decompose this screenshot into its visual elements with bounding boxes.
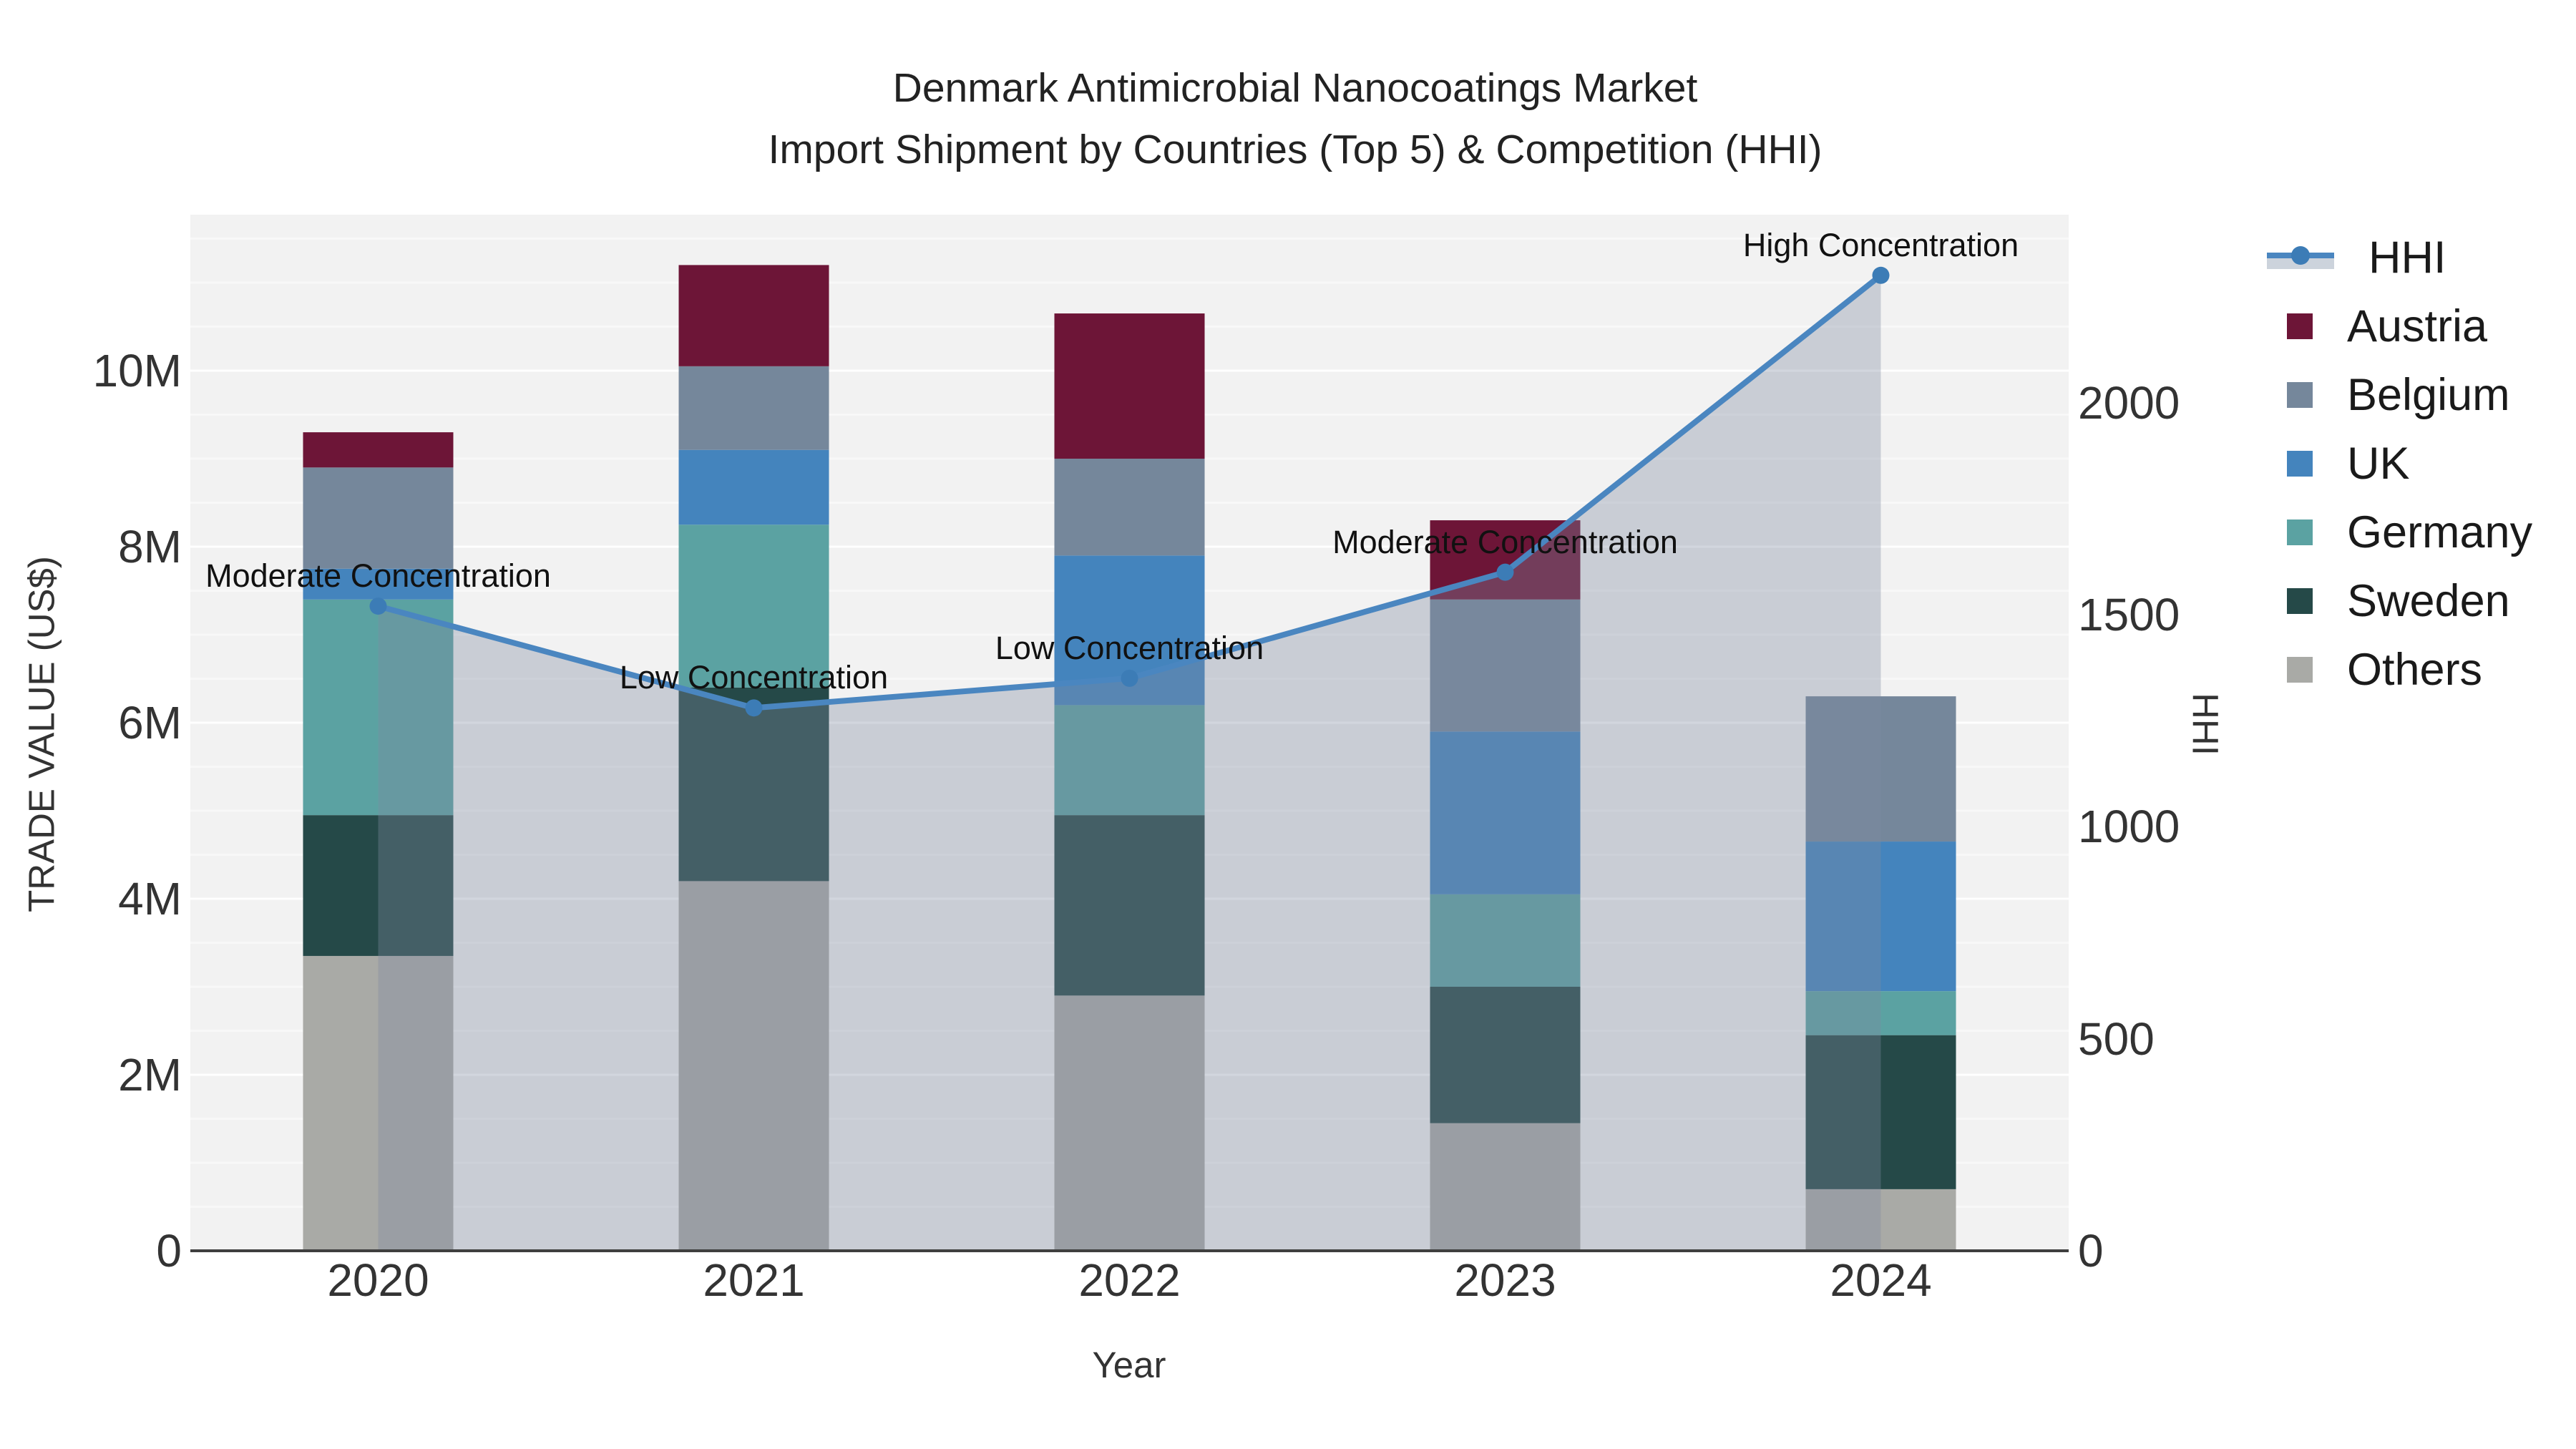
bar-others-2020 — [303, 955, 454, 1251]
bar-germany-2021 — [678, 525, 829, 688]
right-tick-1000: 1000 — [2078, 801, 2180, 853]
right-tick-2000: 2000 — [2078, 376, 2180, 429]
bar-sweden-2022 — [1054, 815, 1205, 996]
right-axis-title: HHI — [2185, 693, 2226, 756]
bar-belgium-2024 — [1805, 696, 1956, 842]
bar-uk-2024 — [1805, 841, 1956, 992]
legend-item-uk[interactable]: UK — [2261, 429, 2532, 498]
annotation-2020: Moderate Concentration — [205, 557, 551, 595]
legend-swatch-austria — [2287, 313, 2313, 339]
annotation-2021: Low Concentration — [619, 659, 889, 696]
legend-swatch-sweden — [2287, 588, 2313, 614]
legend-swatch-others — [2287, 657, 2313, 683]
x-tick-2024: 2024 — [1830, 1254, 1932, 1306]
legend-label-others: Others — [2347, 645, 2483, 695]
legend-label-sweden: Sweden — [2347, 576, 2510, 626]
hhi-line-swatch-icon — [2267, 245, 2334, 270]
bar-sweden-2023 — [1430, 987, 1581, 1123]
left-tick-6M: 6M — [118, 697, 182, 748]
bar-austria-2020 — [303, 432, 454, 468]
bar-germany-2024 — [1805, 991, 1956, 1035]
legend-item-austria[interactable]: Austria — [2261, 292, 2532, 361]
legend-label-austria: Austria — [2347, 301, 2488, 351]
x-tick-2023: 2023 — [1454, 1254, 1556, 1306]
legend-label-germany: Germany — [2347, 507, 2533, 557]
bar-uk-2021 — [678, 449, 829, 525]
bar-uk-2023 — [1430, 731, 1581, 894]
bar-sweden-2024 — [1805, 1035, 1956, 1189]
left-tick-0: 0 — [156, 1225, 182, 1277]
bar-germany-2023 — [1430, 894, 1581, 987]
left-tick-10M: 10M — [92, 345, 182, 396]
bar-belgium-2022 — [1054, 459, 1205, 556]
bar-belgium-2020 — [303, 467, 454, 569]
hhi-marker-2021 — [745, 699, 763, 717]
bar-uk-2020 — [303, 568, 454, 600]
bar-others-2021 — [678, 881, 829, 1251]
chart-title: Denmark Antimicrobial Nanocoatings Marke… — [768, 57, 1822, 180]
left-tick-8M: 8M — [118, 521, 182, 572]
bar-others-2022 — [1054, 995, 1205, 1251]
bar-austria-2022 — [1054, 313, 1205, 459]
legend-swatch-uk — [2287, 451, 2313, 477]
x-axis-title: Year — [1092, 1345, 1166, 1385]
chart-title-line2: Import Shipment by Countries (Top 5) & C… — [768, 127, 1823, 172]
bar-belgium-2023 — [1430, 599, 1581, 732]
legend-swatch-germany — [2287, 519, 2313, 545]
hhi-marker-2022 — [1121, 669, 1138, 687]
right-tick-1500: 1500 — [2078, 588, 2180, 640]
chart-title-line1: Denmark Antimicrobial Nanocoatings Marke… — [892, 65, 1698, 111]
x-tick-2021: 2021 — [703, 1254, 805, 1306]
bar-others-2023 — [1430, 1123, 1581, 1251]
legend-label-hhi: HHI — [2368, 233, 2446, 283]
annotation-2022: Low Concentration — [995, 629, 1264, 666]
hhi-marker-2024 — [1872, 266, 1890, 284]
legend-item-hhi[interactable]: HHI — [2261, 223, 2532, 292]
bar-sweden-2020 — [303, 815, 454, 956]
bar-others-2024 — [1805, 1189, 1956, 1251]
legend-swatch-belgium — [2287, 382, 2313, 408]
bar-germany-2020 — [303, 599, 454, 816]
hhi-marker-2020 — [369, 597, 387, 615]
annotation-2023: Moderate Concentration — [1332, 523, 1678, 560]
hhi-marker-sample — [2291, 246, 2310, 265]
right-tick-0: 0 — [2078, 1225, 2104, 1277]
legend-item-others[interactable]: Others — [2261, 635, 2532, 704]
x-tick-2020: 2020 — [327, 1254, 429, 1306]
legend-item-sweden[interactable]: Sweden — [2261, 567, 2532, 635]
left-tick-4M: 4M — [118, 873, 182, 924]
annotation-2024: High Concentration — [1742, 226, 2019, 263]
right-tick-500: 500 — [2078, 1013, 2155, 1065]
bar-germany-2022 — [1054, 705, 1205, 816]
legend: HHI Austria Belgium UK Germany Sweden Others — [2261, 223, 2532, 704]
x-tick-2022: 2022 — [1078, 1254, 1181, 1306]
bar-sweden-2021 — [678, 687, 829, 882]
bar-belgium-2021 — [678, 366, 829, 450]
bar-austria-2021 — [678, 265, 829, 366]
legend-item-germany[interactable]: Germany — [2261, 498, 2532, 567]
left-tick-2M: 2M — [118, 1049, 182, 1101]
legend-label-belgium: Belgium — [2347, 370, 2510, 420]
legend-label-uk: UK — [2347, 439, 2410, 489]
hhi-area — [378, 275, 1881, 1251]
legend-item-belgium[interactable]: Belgium — [2261, 361, 2532, 429]
hhi-marker-2023 — [1496, 563, 1514, 581]
left-axis-title: TRADE VALUE (US$) — [21, 556, 62, 912]
